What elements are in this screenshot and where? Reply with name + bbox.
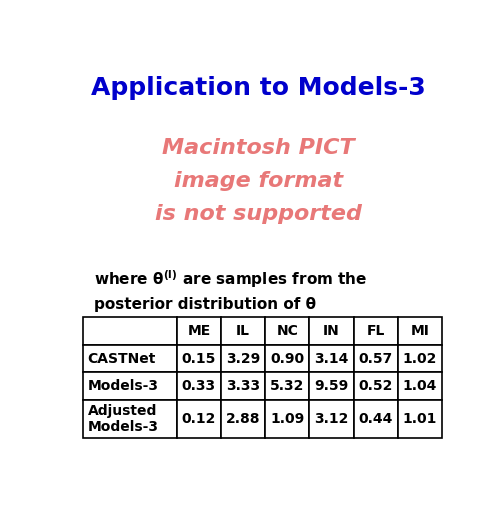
Bar <box>398 373 442 400</box>
Bar <box>353 400 398 438</box>
Text: 0.15: 0.15 <box>182 351 216 366</box>
Text: is not supported: is not supported <box>155 205 362 225</box>
Bar <box>177 373 221 400</box>
Bar <box>177 345 221 373</box>
Bar <box>83 317 177 345</box>
Text: Adjusted
Models-3: Adjusted Models-3 <box>88 404 159 434</box>
Bar <box>265 400 309 438</box>
Text: 2.88: 2.88 <box>226 412 261 426</box>
Bar <box>83 373 177 400</box>
Text: MI: MI <box>410 324 429 338</box>
Bar <box>221 317 265 345</box>
Text: 1.04: 1.04 <box>403 379 437 393</box>
Bar <box>353 373 398 400</box>
Text: image format: image format <box>174 171 343 191</box>
Bar <box>309 345 353 373</box>
Bar <box>309 317 353 345</box>
Text: 3.12: 3.12 <box>314 412 349 426</box>
Text: where $\mathregular{\theta^{(l)}}$ are samples from the: where $\mathregular{\theta^{(l)}}$ are s… <box>94 269 368 290</box>
Bar <box>265 373 309 400</box>
Text: 0.33: 0.33 <box>182 379 216 393</box>
Bar <box>177 400 221 438</box>
Text: IN: IN <box>323 324 340 338</box>
Text: Application to Models-3: Application to Models-3 <box>91 76 426 100</box>
Text: ME: ME <box>187 324 211 338</box>
Text: 1.02: 1.02 <box>403 351 437 366</box>
Bar <box>83 345 177 373</box>
Text: 0.90: 0.90 <box>270 351 304 366</box>
Bar <box>353 345 398 373</box>
Bar <box>221 345 265 373</box>
Bar <box>221 400 265 438</box>
Bar <box>265 317 309 345</box>
Text: FL: FL <box>366 324 385 338</box>
Text: 5.32: 5.32 <box>270 379 304 393</box>
Text: 1.01: 1.01 <box>403 412 437 426</box>
Text: 0.44: 0.44 <box>358 412 393 426</box>
Bar <box>398 345 442 373</box>
Text: 3.29: 3.29 <box>226 351 260 366</box>
Text: 3.33: 3.33 <box>226 379 260 393</box>
Text: 0.57: 0.57 <box>358 351 393 366</box>
Text: Models-3: Models-3 <box>88 379 159 393</box>
Text: Macintosh PICT: Macintosh PICT <box>162 138 355 159</box>
Bar <box>398 317 442 345</box>
Text: 3.14: 3.14 <box>314 351 349 366</box>
Bar <box>221 373 265 400</box>
Bar <box>398 400 442 438</box>
Text: 0.12: 0.12 <box>182 412 216 426</box>
Bar <box>265 345 309 373</box>
Bar <box>83 400 177 438</box>
Bar <box>353 317 398 345</box>
Text: CASTNet: CASTNet <box>88 351 156 366</box>
Text: NC: NC <box>276 324 298 338</box>
Text: posterior distribution of θ: posterior distribution of θ <box>94 296 316 312</box>
Text: 9.59: 9.59 <box>314 379 349 393</box>
Bar <box>309 373 353 400</box>
Text: 1.09: 1.09 <box>270 412 304 426</box>
Bar <box>177 317 221 345</box>
Bar <box>309 400 353 438</box>
Text: IL: IL <box>236 324 250 338</box>
Text: 0.52: 0.52 <box>358 379 393 393</box>
